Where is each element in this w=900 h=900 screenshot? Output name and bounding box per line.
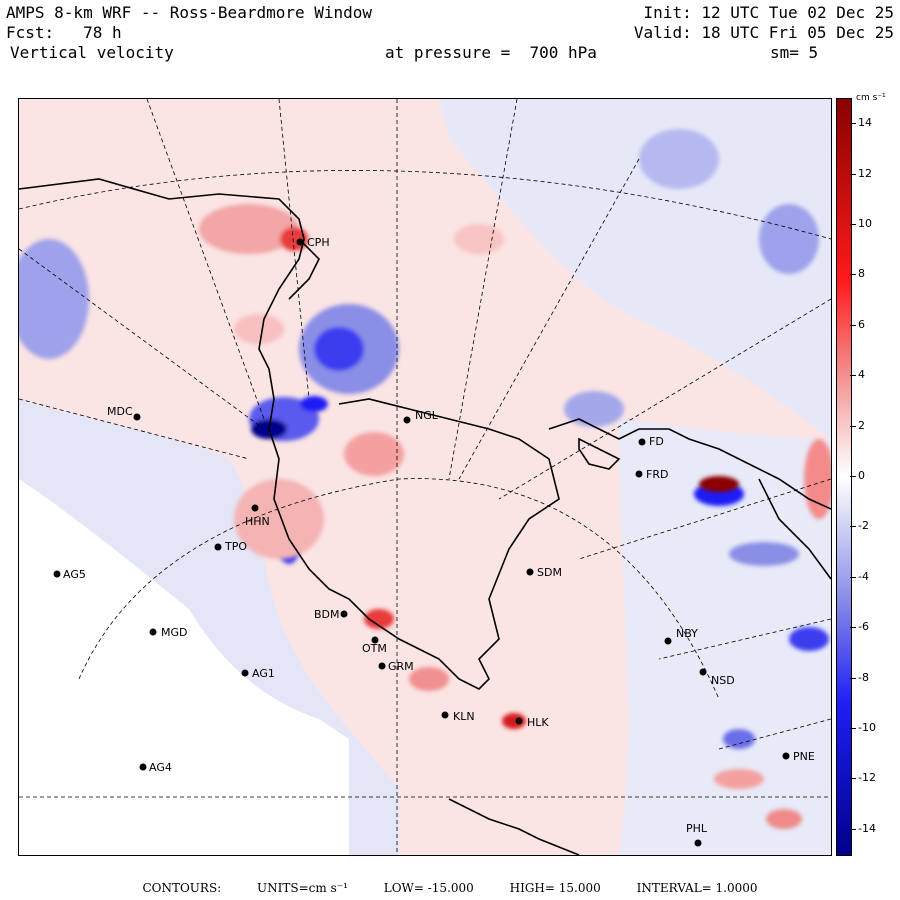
station-tpo[interactable]: TPO (214, 540, 248, 553)
svg-text:TPO: TPO (224, 540, 247, 553)
station-frd[interactable]: FRD (635, 468, 669, 481)
colorbar-tick (850, 677, 856, 679)
colorbar-units: cm s⁻¹ (856, 93, 886, 103)
contours-label: CONTOURS: (142, 881, 222, 895)
station-bdm[interactable]: BDM (314, 608, 348, 621)
svg-text:SDM: SDM (537, 566, 562, 579)
station-nsd[interactable]: NSD (699, 668, 735, 688)
station-mgd[interactable]: MGD (149, 626, 188, 639)
svg-text:KLN: KLN (453, 710, 475, 723)
map-title: AMPS 8-km WRF -- Ross-Beardmore Window (6, 3, 373, 22)
station-ag1[interactable]: AG1 (241, 667, 275, 680)
colorbar-tick (850, 526, 856, 528)
svg-text:HLK: HLK (527, 716, 549, 729)
svg-text:FRD: FRD (646, 468, 668, 481)
colorbar-tick (850, 274, 856, 276)
contour-info: CONTOURS: UNITS=cm s⁻¹ LOW= -15.000 HIGH… (0, 881, 900, 895)
svg-text:NGL: NGL (415, 409, 439, 422)
station-fd[interactable]: FD (638, 435, 664, 448)
station-hlk[interactable]: HLK (515, 716, 550, 729)
coastline (19, 178, 831, 855)
station-otm[interactable]: OTM (362, 636, 387, 656)
map-canvas: CPH MDC NGL FD FRD HHN TPO AG5 SDM BDM M… (19, 99, 831, 855)
field-name: Vertical velocity (10, 43, 174, 62)
colorbar-label: -2 (858, 519, 869, 533)
station-pne[interactable]: PNE (782, 750, 815, 763)
east-negative-region (619, 419, 831, 855)
station-sdm[interactable]: SDM (526, 566, 562, 579)
colorbar-label: -6 (858, 620, 869, 634)
smoothing-value: sm= 5 (770, 43, 819, 62)
units-label: UNITS=cm s⁻¹ (257, 881, 348, 895)
ice-shelf-zero-region (19, 479, 349, 855)
ocean-negative-region (439, 99, 831, 439)
map-panel: CPH MDC NGL FD FRD HHN TPO AG5 SDM BDM M… (18, 98, 832, 856)
colorbar-tick (850, 627, 856, 629)
station-hhn[interactable]: HHN (245, 504, 270, 529)
colorbar-tick (850, 123, 856, 125)
svg-text:AG4: AG4 (149, 761, 172, 774)
valid-time: Valid: 18 UTC Fri 05 Dec 25 (633, 23, 894, 42)
svg-text:MDC: MDC (107, 405, 133, 418)
colorbar-label: -10 (858, 721, 876, 734)
colorbar-label: 8 (858, 267, 865, 281)
colorbar-tick (850, 173, 856, 175)
svg-text:CPH: CPH (307, 236, 330, 249)
svg-text:AG5: AG5 (63, 568, 86, 581)
colorbar-tick (850, 728, 856, 729)
colorbar-label: -8 (858, 670, 869, 684)
station-ag4[interactable]: AG4 (139, 761, 172, 774)
station-ag5[interactable]: AG5 (53, 568, 86, 581)
station-layer: CPH MDC NGL FD FRD HHN TPO AG5 SDM BDM M… (53, 236, 815, 847)
colorbar-tick (850, 476, 856, 477)
colorbar-tick (850, 828, 856, 830)
station-ngl[interactable]: NGL (403, 409, 439, 424)
colorbar-tick (850, 576, 856, 578)
svg-text:GRM: GRM (388, 660, 414, 673)
colorbar-tick (850, 224, 856, 225)
forecast-hour: Fcst: 78 h (6, 23, 122, 42)
svg-text:HHN: HHN (245, 515, 270, 528)
colorbar-label: 4 (858, 368, 865, 382)
pressure-level: at pressure = 700 hPa (385, 43, 597, 62)
ascent-cells (199, 204, 831, 829)
svg-text:OTM: OTM (362, 642, 387, 655)
colorbar-tick (850, 425, 856, 427)
colorbar-tick (850, 324, 856, 326)
descent-cells (19, 129, 829, 749)
colorbar-label: 2 (858, 418, 865, 432)
colorbar-label: 0 (858, 469, 865, 482)
svg-text:NSD: NSD (711, 674, 735, 687)
svg-text:AG1: AG1 (252, 667, 275, 680)
colorbar-tick (850, 778, 856, 780)
svg-text:FD: FD (649, 435, 664, 448)
station-nby[interactable]: NBY (664, 627, 699, 645)
station-grm[interactable]: GRM (378, 660, 414, 673)
colorbar-label: -4 (858, 569, 869, 583)
colorbar-label: 14 (858, 116, 872, 130)
svg-text:NBY: NBY (676, 627, 698, 640)
colorbar-label: 12 (858, 166, 872, 180)
colorbar-label: 10 (858, 217, 872, 230)
colorbar (836, 98, 852, 856)
colorbar-label: -14 (858, 821, 876, 835)
svg-text:PNE: PNE (793, 750, 815, 763)
colorbar-label: 6 (858, 317, 865, 331)
svg-text:MGD: MGD (161, 626, 188, 639)
low-label: LOW= -15.000 (383, 881, 474, 895)
interval-label: INTERVAL= 1.0000 (636, 881, 758, 895)
station-phl[interactable]: PHL (686, 822, 708, 847)
station-kln[interactable]: KLN (441, 710, 475, 723)
station-cph[interactable]: CPH (296, 236, 330, 249)
init-time: Init: 12 UTC Tue 02 Dec 25 (643, 3, 894, 22)
station-mdc[interactable]: MDC (107, 405, 141, 421)
svg-text:BDM: BDM (314, 608, 340, 621)
high-label: HIGH= 15.000 (509, 881, 601, 895)
svg-text:PHL: PHL (686, 822, 708, 835)
colorbar-label: -12 (858, 771, 876, 785)
colorbar-tick (850, 375, 856, 377)
